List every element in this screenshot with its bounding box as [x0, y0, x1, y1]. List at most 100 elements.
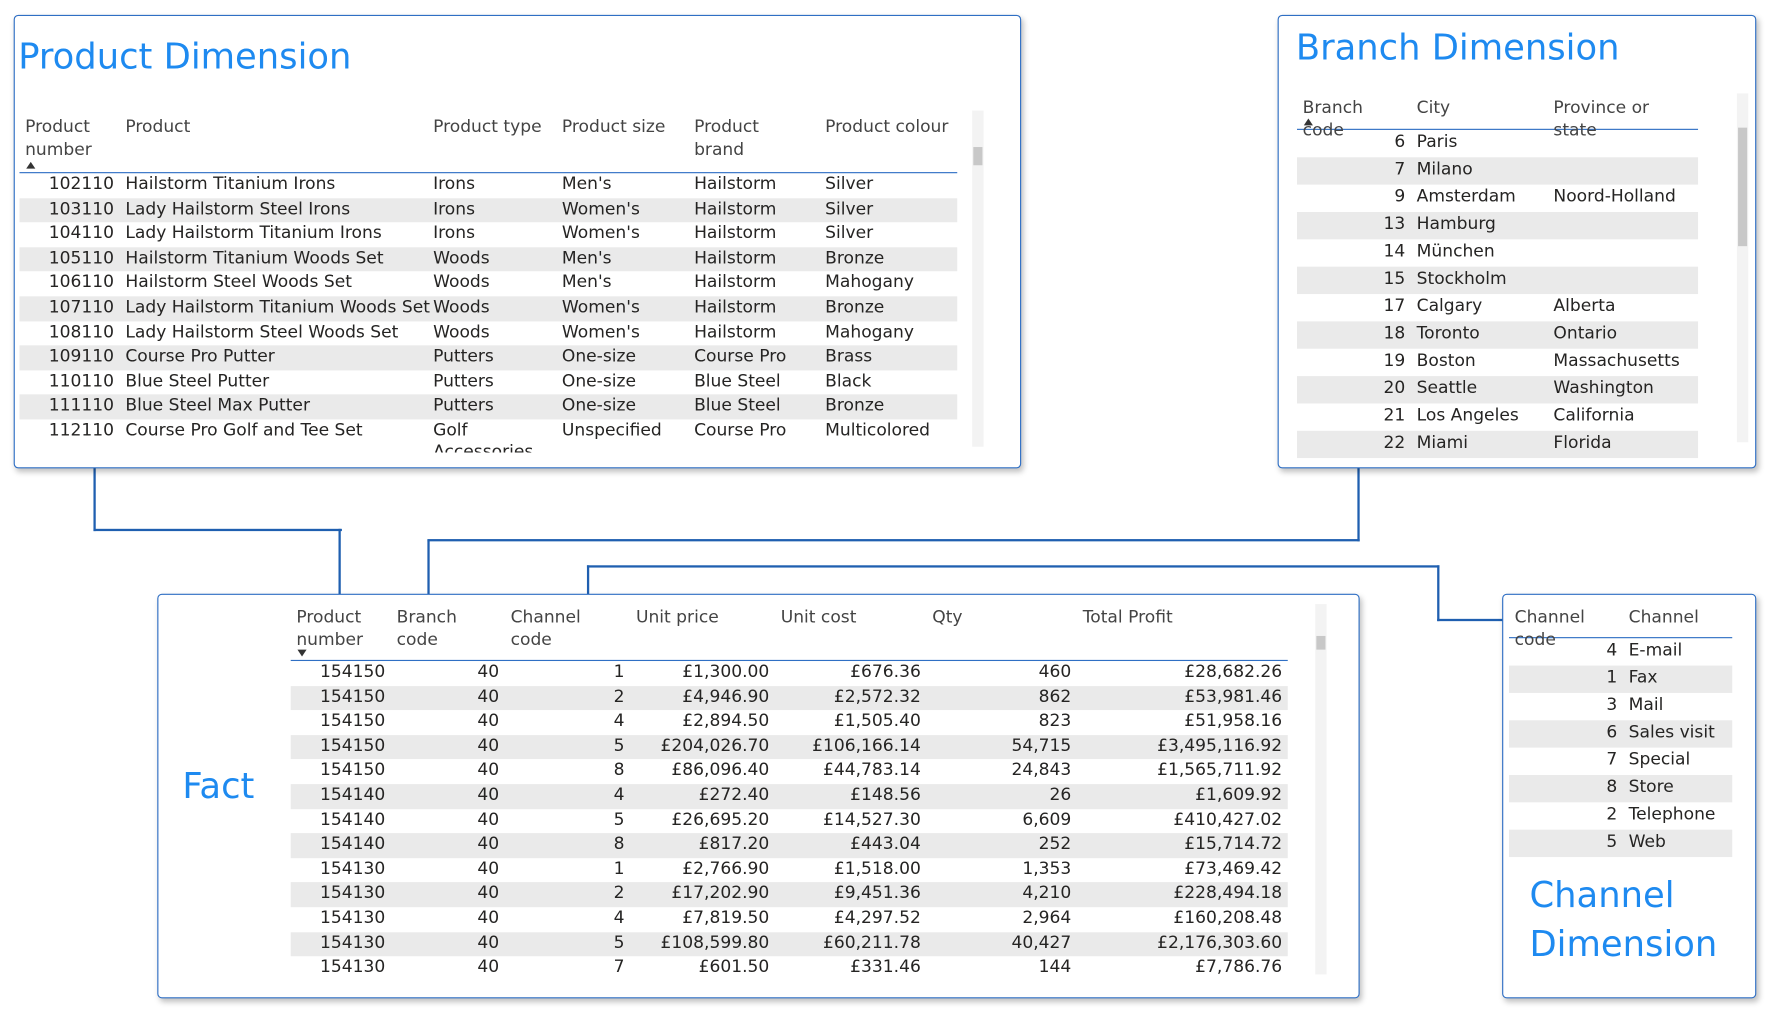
cell: 108110 [48, 320, 114, 342]
cell: £106,166.14 [812, 734, 921, 756]
cell: 7 [1606, 748, 1618, 770]
cell: 6 [1606, 721, 1618, 742]
cell: 17 [1383, 295, 1406, 316]
cell: Silver [825, 197, 874, 219]
cell: 20 [1383, 377, 1406, 398]
column-header: Product number [296, 606, 364, 650]
data-row: 18 Toronto Ontario [1296, 321, 1699, 349]
data-row: 2 Telephone [1509, 802, 1732, 829]
column-header: Product brand [694, 116, 759, 160]
cell: 15 [1383, 267, 1406, 289]
cell: 40 [477, 734, 500, 756]
cell: Bronze [825, 394, 885, 416]
sort-indicator [1303, 118, 1313, 126]
cell: 7 [613, 956, 625, 977]
cell: 1 [1606, 666, 1618, 688]
cell: Women's [561, 222, 640, 243]
cell: California [1553, 404, 1635, 426]
cell: 1 [613, 661, 625, 682]
cell: Multicolored [825, 419, 931, 440]
cell: Alberta [1553, 295, 1616, 316]
cell: Putters [433, 370, 494, 391]
cell: 6 [1394, 131, 1406, 152]
cell: Sales visit [1628, 721, 1715, 742]
cell: Washington [1553, 377, 1654, 398]
data-row: 20 Seattle Washington [1296, 376, 1699, 404]
cell: Blue Steel Max Putter [125, 394, 310, 416]
cell: 154150 [319, 710, 386, 731]
cell: Hailstorm [694, 173, 777, 194]
data-row: 154130 40 2 £17,202.90 £9,451.36 4,210 £228,49… [290, 882, 1288, 908]
cell: 40 [477, 661, 500, 682]
data-row: 4 E-mail [1509, 638, 1732, 665]
cell: Telephone [1628, 803, 1716, 825]
cell: 26 [1049, 784, 1072, 805]
cell: Women's [561, 296, 640, 317]
cell: Course Pro [694, 345, 787, 367]
connector [586, 565, 1440, 568]
cell: 54,715 [1011, 734, 1072, 756]
data-row: 107110 Lady Hailstorm Titanium Woods Set W… [19, 296, 958, 321]
column-header: Product colour [825, 116, 949, 137]
cell: 40,427 [1011, 931, 1072, 953]
scrollbar[interactable] [972, 110, 984, 447]
cell: Mail [1628, 694, 1664, 715]
cell: Irons [433, 173, 475, 194]
cell: 106110 [48, 271, 114, 293]
cell: 5 [613, 808, 625, 830]
column-header: Channel [1628, 606, 1699, 627]
cell: Calgary [1416, 295, 1483, 316]
cell: 154140 [319, 833, 386, 854]
data-row: 13 Hamburg [1296, 211, 1699, 240]
connector [1357, 467, 1360, 542]
cell: 252 [1038, 833, 1072, 854]
cell: £7,786.76 [1195, 956, 1283, 977]
header-row: Branch code City Province or state [1296, 91, 1699, 141]
cell: Noord-Holland [1553, 185, 1676, 207]
connector [1437, 565, 1440, 622]
cell: £410,427.02 [1173, 808, 1283, 830]
data-row: 6 Sales visit [1508, 720, 1733, 748]
connector [427, 540, 430, 595]
cell: £3,495,116.92 [1157, 734, 1283, 756]
data-row: 104110 Lady Hailstorm Titanium Irons Irons… [19, 222, 957, 247]
cell: Men's [561, 247, 612, 268]
data-row: 154130 40 7 £601.50 £331.46 144 £7,786.76 [291, 956, 1288, 981]
column-header: Channel code [1514, 606, 1585, 650]
fact-table: Product number Branch code Channel code Uni… [290, 601, 1288, 990]
cell: Golf Accessories [433, 419, 534, 453]
cell: 40 [477, 956, 500, 977]
column-header: Province or state [1553, 96, 1650, 141]
cell: Bronze [825, 296, 885, 317]
cell: 154130 [319, 882, 386, 904]
cell: £28,682.26 [1184, 661, 1283, 682]
cell: 1 [613, 857, 625, 879]
cell: Irons [433, 197, 475, 219]
cell: 4 [613, 784, 625, 805]
column-header: Branch code [1302, 96, 1363, 141]
scrollbar[interactable] [1315, 604, 1327, 975]
cell: 40 [477, 833, 500, 854]
cell: 2 [613, 685, 625, 707]
cell: £7,819.50 [682, 907, 770, 928]
cell: 154130 [319, 956, 386, 977]
cell: 154140 [319, 784, 386, 805]
cell: Blue Steel [694, 370, 781, 391]
cell: £1,505.40 [833, 710, 921, 731]
cell: Lady Hailstorm Titanium Woods Set [125, 296, 430, 317]
product-title: Product Dimension [18, 36, 352, 78]
connector [93, 528, 342, 532]
cell: One-size [561, 370, 637, 391]
cell: Toronto [1416, 322, 1480, 344]
product-table: Product number Product Product type Product… [19, 111, 958, 453]
cell: Unspecified [561, 419, 662, 440]
cell: £2,894.50 [682, 710, 770, 731]
data-row: 8 Store [1508, 774, 1733, 803]
cell: £160,208.48 [1173, 907, 1283, 928]
data-row: 154150 40 1 £1,300.00 £676.36 460 £28,682.26 [291, 661, 1288, 686]
scrollbar[interactable] [1736, 93, 1749, 443]
cell: Men's [561, 271, 612, 293]
cell: 1,353 [1022, 857, 1072, 879]
data-row: 102110 Hailstorm Titanium Irons Irons Men's… [19, 173, 957, 198]
cell [1548, 267, 1698, 294]
